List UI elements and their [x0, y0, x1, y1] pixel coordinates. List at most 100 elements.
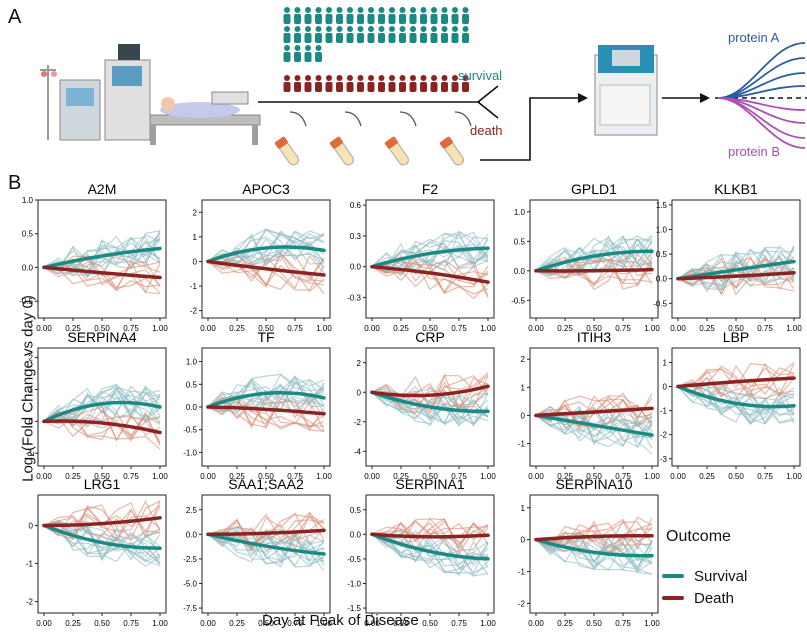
death-swatch: [662, 596, 684, 600]
x-tick-label: 0.00: [364, 619, 380, 628]
death-fit-line: [534, 267, 654, 273]
trajectory-line: [535, 539, 653, 575]
trajectory-line: [207, 251, 325, 292]
x-tick-label: 0.50: [258, 324, 274, 333]
person-icon: [346, 26, 354, 43]
legend-label-survival: Survival: [694, 567, 748, 585]
chart-title: SERPINA4: [67, 329, 136, 345]
person-icon: [315, 26, 322, 43]
trajectory-line: [371, 391, 489, 425]
y-tick-label: 0.5: [350, 506, 362, 515]
small-multiple-chart: F2 0.6 0.3 0.0 -0.3 0.00 0.25 0.50 0.75 1.00: [347, 181, 496, 333]
death-fit-line: [206, 405, 326, 416]
x-tick-label: 0.75: [287, 472, 303, 481]
survival-people-icons: [283, 7, 469, 62]
x-tick-label: 0.50: [258, 619, 274, 628]
small-multiple-chart: TF 1.0 0.5 0.0 -0.5 -1.0 0.00 0.25 0.50 0.75 1.00: [183, 329, 332, 481]
trajectory-line: [207, 374, 325, 408]
small-multiple-chart: SAA1;SAA2 2.5 0.0 -2.5 -5.0 -7.50.00 0.25 0.50 0…: [183, 476, 332, 628]
death-people-icons: [283, 75, 469, 92]
person-icon: [357, 75, 364, 92]
y-tick-label: -1: [26, 449, 34, 458]
y-tick-label: -1: [660, 407, 668, 416]
icu-equipment-illustration: [40, 44, 261, 145]
trajectory-line: [535, 259, 653, 284]
x-tick-label: 0.75: [287, 324, 303, 333]
y-tick-label: 1.0: [514, 208, 526, 217]
y-tick-label: -1.0: [347, 580, 361, 589]
person-icon: [430, 75, 438, 92]
trajectory-line: [535, 239, 653, 277]
trajectory-line: [207, 395, 325, 431]
person-icon: [441, 26, 448, 43]
x-axis-label: Day at Peak of Disease: [262, 612, 419, 629]
survival-fit-line: [206, 391, 326, 409]
y-tick-label: 0.5: [186, 380, 198, 389]
person-icon: [462, 75, 469, 92]
person-icon: [420, 7, 427, 24]
person-icon: [430, 26, 438, 43]
y-tick-label: 2: [193, 208, 198, 217]
x-tick-label: 0.25: [699, 472, 715, 481]
survival-fit-line: [534, 413, 654, 437]
y-tick-label: 2.5: [186, 506, 198, 515]
survival-label: survival: [458, 68, 502, 83]
trajectory-line: [677, 247, 795, 287]
x-tick-label: 0.75: [451, 619, 467, 628]
person-icon: [304, 45, 312, 62]
person-icon: [409, 26, 417, 43]
x-tick-label: 0.75: [757, 324, 773, 333]
trajectory-line: [677, 367, 795, 397]
trajectory-line: [207, 257, 325, 287]
y-tick-label: 1: [193, 233, 198, 242]
small-multiple-chart: LBP 1 0 -1 -2 -30.00 0.25 0.50 0.75 1.00: [660, 329, 802, 481]
small-multiple-chart: GPLD1 1.0 0.5 0.0 -0.5 0.00 0.25 0.50 0.75 1.00: [511, 181, 660, 333]
person-icon: [399, 7, 406, 24]
person-icon: [346, 7, 354, 24]
trajectory-line: [677, 245, 795, 283]
small-multiple-chart: SERPINA1 0.5 0.0 -0.5 -1.0 -1.50.00 0.25 0.50 0.…: [347, 476, 496, 628]
person-icon: [315, 45, 322, 62]
blood-tube-icon: [329, 136, 354, 166]
trajectory-line: [535, 252, 653, 291]
x-tick-label: 0.00: [528, 472, 544, 481]
trajectory-line: [677, 363, 795, 399]
curved-arrow-icon: [289, 111, 307, 127]
x-tick-label: 0.25: [229, 472, 245, 481]
person-icon: [462, 7, 469, 24]
y-tick-label: -5.0: [183, 580, 197, 589]
trajectory-line: [207, 230, 325, 267]
trajectory-line: [207, 532, 325, 562]
y-tick-label: -0.5: [511, 296, 525, 305]
x-tick-label: 1.00: [644, 324, 660, 333]
x-tick-label: 0.00: [364, 472, 380, 481]
person-icon: [451, 75, 459, 92]
survival-fit-line: [206, 532, 326, 556]
x-tick-label: 1.00: [316, 324, 332, 333]
x-tick-label: 0.00: [36, 472, 52, 481]
x-tick-label: 0.50: [586, 472, 602, 481]
death-fit-line: [370, 384, 490, 398]
person-icon: [388, 75, 396, 92]
blood-tube-icon: [274, 136, 299, 166]
survival-fit-line: [42, 400, 162, 424]
x-tick-label: 0.00: [36, 619, 52, 628]
person-icon: [441, 75, 448, 92]
small-multiple-chart: SERPINA4 2 1 0 -1 0.00 0.25 0.50 0.75 1.00: [26, 329, 168, 481]
y-tick-label: 0.0: [22, 263, 34, 272]
y-tick-label: 1.0: [656, 226, 668, 235]
trajectory-line: [535, 537, 653, 556]
individual-trajectories: [207, 511, 325, 572]
individual-trajectories: [207, 373, 325, 433]
x-tick-label: 0.50: [94, 619, 110, 628]
person-icon: [399, 75, 406, 92]
x-tick-label: 0.75: [757, 472, 773, 481]
trajectory-line: [43, 411, 161, 446]
person-icon: [304, 26, 312, 43]
chart-title: LRG1: [84, 476, 121, 492]
death-fit-line: [676, 271, 796, 281]
legend-item-survival: Survival: [662, 566, 747, 586]
y-tick-label: 2: [29, 354, 34, 363]
x-tick-label: 0.50: [728, 472, 744, 481]
